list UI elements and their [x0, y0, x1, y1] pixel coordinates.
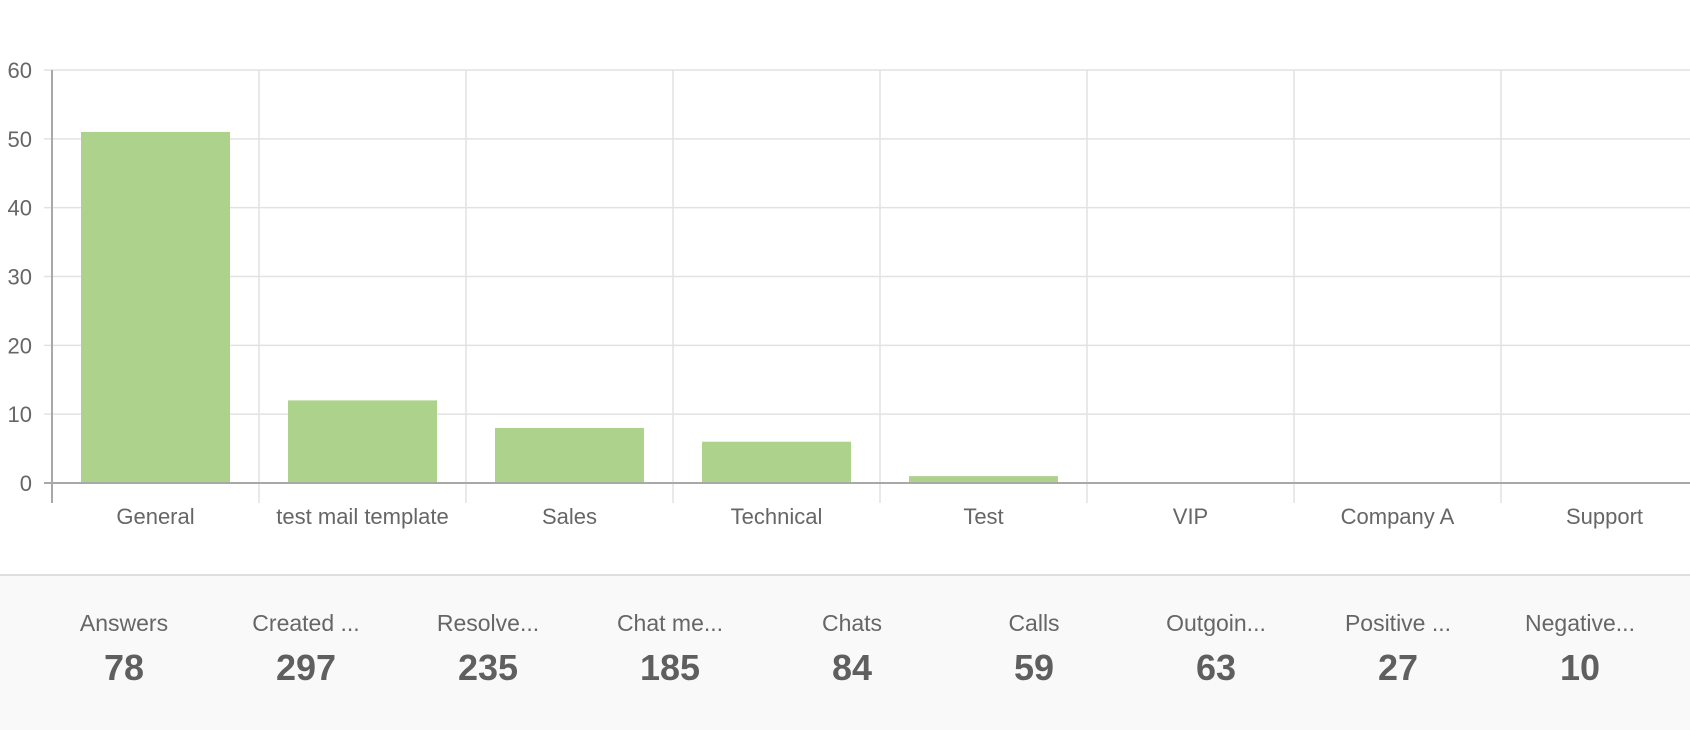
- stat-created[interactable]: Created ... 297: [231, 610, 381, 689]
- stat-negative[interactable]: Negative... 10: [1505, 610, 1655, 689]
- x-tick-label: Technical: [731, 504, 823, 529]
- stat-label: Positive ...: [1344, 610, 1452, 636]
- stat-value: 10: [1559, 647, 1601, 688]
- stat-value: 297: [275, 647, 337, 688]
- x-tick-label: VIP: [1173, 504, 1208, 529]
- y-tick-label: 40: [8, 196, 32, 221]
- x-tick-label: General: [116, 504, 194, 529]
- stat-label: Calls: [1008, 610, 1060, 636]
- stat-value: 59: [1013, 647, 1055, 688]
- stat-positive[interactable]: Positive ... 27: [1323, 610, 1473, 689]
- x-tick-label: Sales: [542, 504, 597, 529]
- y-tick-label: 30: [8, 265, 32, 290]
- bar-test: [909, 476, 1058, 483]
- bar-sales: [495, 427, 644, 483]
- y-tick-label: 20: [8, 333, 32, 358]
- stat-calls[interactable]: Calls 59: [959, 610, 1109, 689]
- stat-label: Chat me...: [616, 610, 724, 636]
- stat-label: Chats: [821, 610, 883, 636]
- stat-value: 84: [831, 647, 873, 688]
- x-tick-label: Company A: [1341, 504, 1455, 529]
- y-tick-label: 60: [8, 58, 32, 83]
- x-tick-label: Support: [1566, 504, 1643, 529]
- stat-label: Created ...: [252, 610, 360, 636]
- stat-label: Outgoin...: [1166, 610, 1266, 636]
- stat-value: 185: [639, 647, 701, 688]
- stat-label: Answers: [79, 610, 169, 636]
- stat-value: 63: [1195, 647, 1237, 688]
- stat-value: 78: [103, 647, 145, 688]
- stat-value: 235: [457, 647, 519, 688]
- stat-chats[interactable]: Chats 84: [777, 610, 927, 689]
- x-tick-label: test mail template: [276, 504, 448, 529]
- stat-answers[interactable]: Answers 78: [49, 610, 199, 689]
- x-tick-label: Test: [963, 504, 1003, 529]
- y-tick-label: 0: [20, 471, 32, 496]
- stats-bar: Answers 78 Created ... 297 Resolve... 235 C…: [0, 574, 1690, 730]
- stat-label: Resolve...: [436, 610, 540, 636]
- bar-technical: [702, 441, 851, 483]
- y-tick-label: 50: [8, 127, 32, 152]
- bar-general: [81, 131, 230, 483]
- stat-resolved[interactable]: Resolve... 235: [413, 610, 563, 689]
- stat-chat-messages[interactable]: Chat me... 185: [595, 610, 745, 689]
- y-tick-label: 10: [8, 402, 32, 427]
- bar-chart: 0 10 20 30 40 50 60 General test mail template Sa…: [8, 58, 1690, 529]
- stat-outgoing[interactable]: Outgoin... 63: [1141, 610, 1291, 689]
- bar-test-mail-template: [288, 400, 437, 483]
- stat-label: Negative...: [1525, 610, 1635, 636]
- stat-value: 27: [1377, 647, 1419, 688]
